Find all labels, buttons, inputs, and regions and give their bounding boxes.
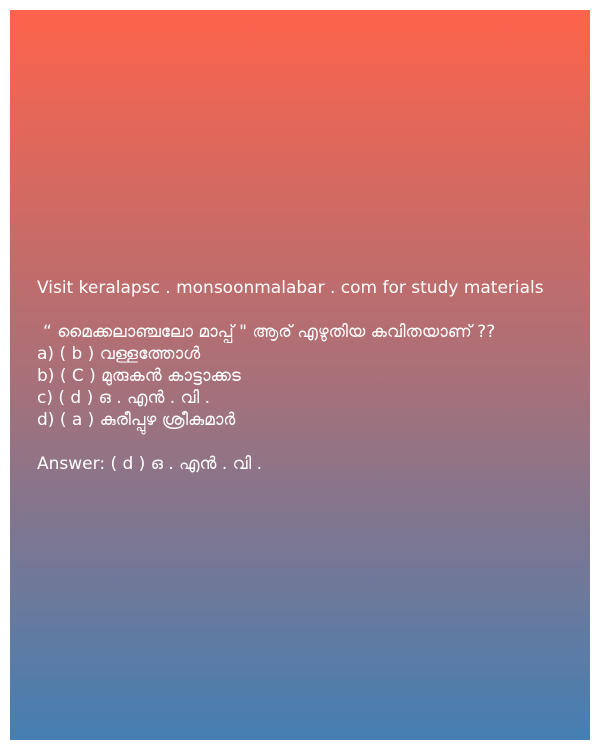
question-card: Visit keralapsc . monsoonmalabar . com f… <box>10 10 590 740</box>
promo-text: Visit keralapsc . monsoonmalabar . com f… <box>37 278 544 298</box>
option-b: b) ( C ) മുരുകൻ കാട്ടാക്കട <box>37 366 241 386</box>
option-a: a) ( b ) വള്ളത്തോൾ <box>37 344 201 364</box>
answer-text: Answer: ( d ) ഒ . എൻ . വി . <box>37 454 263 474</box>
option-c: c) ( d ) ഒ . എൻ . വി . <box>37 388 210 408</box>
option-d: d) ( a ) കുരീപ്പുഴ ശ്രീകുമാർ <box>37 410 236 430</box>
question-text: “ മൈക്കലാഞ്ചലോ മാപ്പ് " ആര് എഴുതിയ കവിതയ… <box>43 322 496 342</box>
spacer <box>37 431 585 453</box>
quiz-text-block: Visit keralapsc . monsoonmalabar . com f… <box>37 277 585 475</box>
spacer <box>37 299 585 321</box>
